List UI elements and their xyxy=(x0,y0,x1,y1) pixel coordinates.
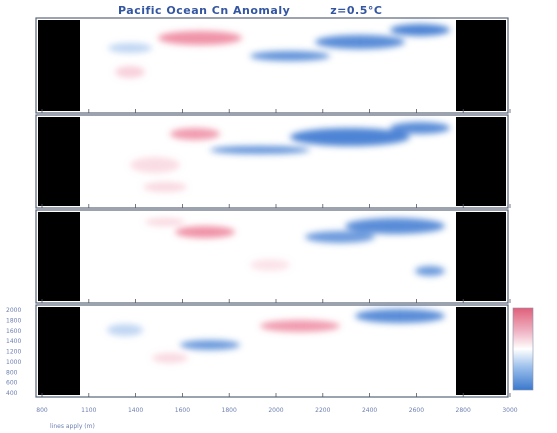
y-tick-label: 1200 xyxy=(6,349,21,356)
axis-marks: 800 1100 1400 1600 1800 2000 2200 2400 2600 2800 3… xyxy=(6,109,518,414)
panel-2-cool-anomaly xyxy=(290,128,410,146)
panel-2-left-mask xyxy=(38,117,80,206)
x-tick-label: 2400 xyxy=(362,407,377,414)
panel-1 xyxy=(35,17,509,114)
panel-1-cool-anomaly xyxy=(250,51,330,61)
panel-1-warm-anomaly xyxy=(115,66,145,78)
colorbar xyxy=(512,307,534,391)
x-tick-label: 1100 xyxy=(81,407,96,414)
y-tick-label: 800 xyxy=(6,369,18,376)
panel-4-anomalies xyxy=(107,309,445,363)
panel-3-cool-anomaly xyxy=(415,266,445,276)
panel-2-cool-anomaly xyxy=(390,122,450,134)
panel-2-cool-anomaly xyxy=(210,146,310,154)
x-tick-label: 1800 xyxy=(222,407,237,414)
panel-2-warm-anomaly xyxy=(130,157,180,173)
y-tick-label: 1000 xyxy=(6,359,21,366)
panel-3-warm-anomaly xyxy=(175,226,235,238)
y-tick-label: 2000 xyxy=(6,307,21,314)
panel-3-cool-anomaly xyxy=(305,231,375,243)
panel-4-warm-anomaly xyxy=(260,320,340,332)
x-tick-label: 3000 xyxy=(502,407,517,414)
panel-3-anomalies xyxy=(145,218,445,276)
chart-title-text: Pacific Ocean Cn Anomaly xyxy=(118,4,291,17)
chart-title: Pacific Ocean Cn Anomaly z=0.5°C xyxy=(118,4,458,17)
y-tick-label: 400 xyxy=(6,390,18,397)
x-tick-label: 1400 xyxy=(128,407,143,414)
bottom-note: lines apply (m) xyxy=(50,423,95,430)
panel-3-left-mask xyxy=(38,212,80,301)
panel-4-left-mask xyxy=(38,307,80,395)
panel-2-warm-anomaly xyxy=(143,182,187,192)
panel-4-cool-anomaly xyxy=(355,309,445,323)
panel-4-cool-anomaly xyxy=(107,324,143,336)
x-tick-label: 800 xyxy=(36,407,48,414)
panel-4-cool-anomaly xyxy=(180,340,240,350)
panel-4 xyxy=(35,304,509,398)
x-tick-label: 2000 xyxy=(268,407,283,414)
colorbar-gradient xyxy=(512,307,534,391)
x-tick-label: 2200 xyxy=(315,407,330,414)
panel-1-cool-anomaly xyxy=(108,43,152,53)
panel-1-anomalies xyxy=(108,24,450,78)
panel-3 xyxy=(35,209,509,304)
panel-2-right-mask xyxy=(456,117,506,206)
panel-1-warm-anomaly xyxy=(158,31,242,45)
y-tick-label: 600 xyxy=(6,380,18,387)
panel-2-warm-anomaly xyxy=(170,128,220,140)
panel-1-left-mask xyxy=(38,20,80,111)
panel-2 xyxy=(35,114,509,209)
x-tick-label: 2800 xyxy=(456,407,471,414)
x-tick-label: 2600 xyxy=(409,407,424,414)
panel-3-warm-anomaly xyxy=(250,259,290,271)
y-tick-label: 1400 xyxy=(6,338,21,345)
panel-2-anomalies xyxy=(130,122,450,192)
panel-1-cool-anomaly xyxy=(390,24,450,36)
panel-1-right-mask xyxy=(456,20,506,111)
y-tick-label: 1600 xyxy=(6,328,21,335)
y-tick-label: 1800 xyxy=(6,317,21,324)
panel-3-cool-anomaly xyxy=(345,218,445,234)
panel-3-right-mask xyxy=(456,212,506,301)
x-tick-label: 1600 xyxy=(175,407,190,414)
panel-3-warm-anomaly xyxy=(145,218,185,226)
panel-1-cool-anomaly xyxy=(315,35,405,49)
panel-4-right-mask xyxy=(456,307,506,395)
chart-subtitle: z=0.5°C xyxy=(330,4,383,17)
panel-4-warm-anomaly xyxy=(152,353,188,363)
